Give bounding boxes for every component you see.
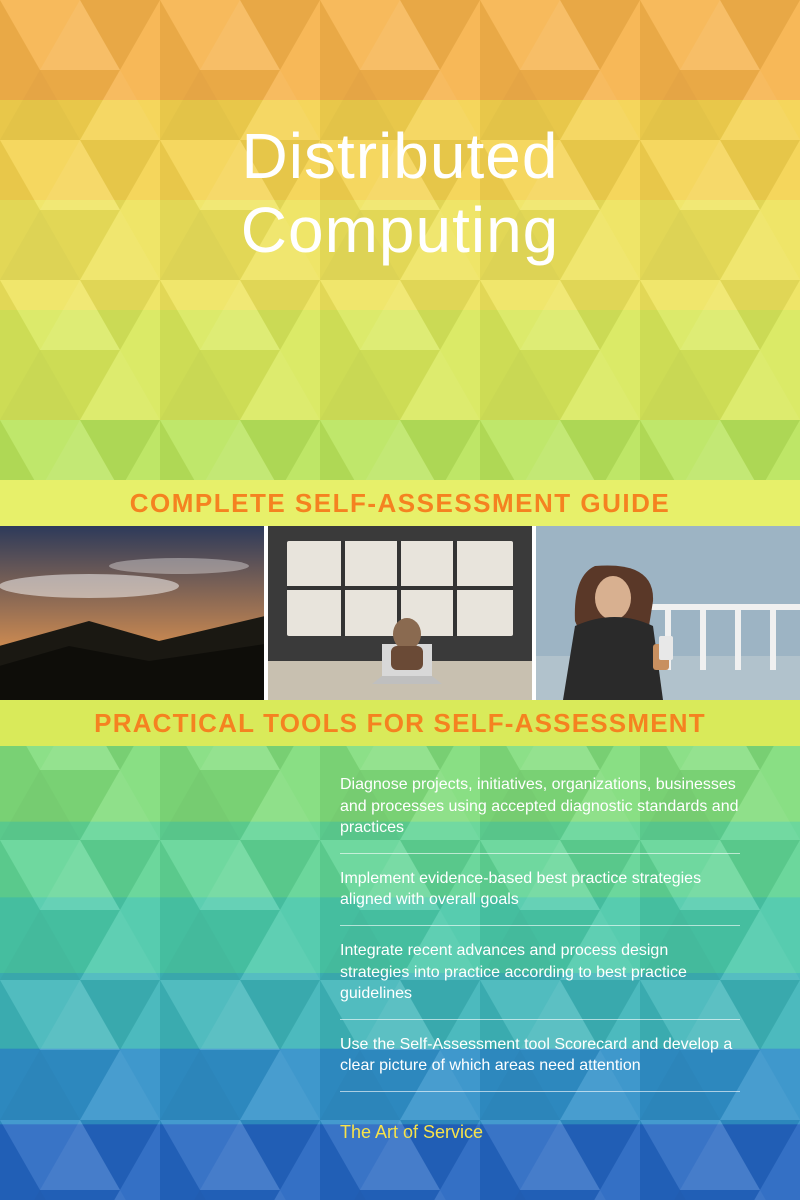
author-text: The Art of Service <box>340 1122 740 1143</box>
tagline-band: PRACTICAL TOOLS FOR SELF-ASSESSMENT <box>0 700 800 746</box>
bullets-block: Diagnose projects, initiatives, organiza… <box>340 760 740 1143</box>
subtitle-text: COMPLETE SELF-ASSESSMENT GUIDE <box>130 488 671 518</box>
title-block: Distributed Computing <box>0 120 800 267</box>
photo-person-outdoor <box>534 526 800 700</box>
photo-strip <box>0 526 800 700</box>
photo-landscape <box>0 526 266 700</box>
tagline-text: PRACTICAL TOOLS FOR SELF-ASSESSMENT <box>94 708 706 738</box>
photo-office <box>266 526 534 700</box>
title-line-1: Distributed <box>0 120 800 194</box>
book-cover: Distributed Computing COMPLETE SELF-ASSE… <box>0 0 800 1200</box>
title-line-2: Computing <box>0 194 800 268</box>
subtitle-band: COMPLETE SELF-ASSESSMENT GUIDE <box>0 480 800 526</box>
bullet-item: Implement evidence-based best practice s… <box>340 854 740 926</box>
bullet-item: Integrate recent advances and process de… <box>340 926 740 1020</box>
bullet-item: Use the Self-Assessment tool Scorecard a… <box>340 1020 740 1092</box>
bullet-item: Diagnose projects, initiatives, organiza… <box>340 760 740 854</box>
